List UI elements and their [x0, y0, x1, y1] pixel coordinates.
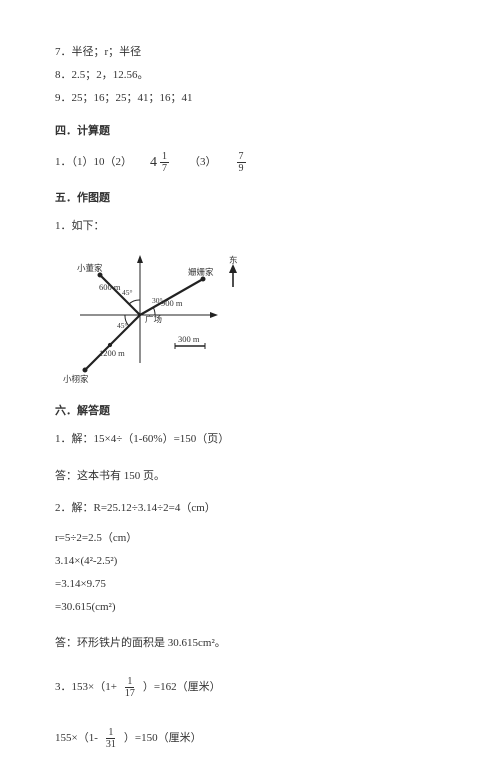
- s6-q4-frac: 1 31: [104, 727, 118, 750]
- s6-q4: 155×（1- 1 31 ）=150（厘米）: [55, 727, 445, 750]
- s6-q3-frac: 1 17: [123, 676, 137, 699]
- s6-q1-answer: 答：这本书有 150 页。: [55, 467, 445, 487]
- q1-mixed-den: 7: [160, 163, 169, 174]
- section-5-q1: 1．如下：: [55, 217, 445, 237]
- label-ne-dist: 900 m: [161, 298, 183, 308]
- s6-q4-prefix: 155×（1-: [55, 729, 98, 749]
- label-center: 广场: [145, 314, 162, 324]
- label-nw-dist: 600 m: [99, 282, 121, 292]
- s6-q2-line5: =30.615(cm²): [55, 598, 445, 618]
- north-indicator-arrow: [229, 264, 237, 273]
- arrow-north: [137, 255, 143, 263]
- s6-q3-frac-num: 1: [125, 676, 134, 688]
- tick-sw-1: [108, 343, 111, 346]
- s6-q3: 3．153×（1+ 1 17 ）=162（厘米）: [55, 676, 445, 699]
- label-angle-sw: 45°: [117, 321, 128, 330]
- label-angle-ne: 30°: [152, 296, 163, 305]
- s6-q2-line2: r=5÷2=2.5（cm）: [55, 529, 445, 549]
- point-sw: [83, 368, 87, 372]
- point-ne: [201, 277, 205, 281]
- diagram-figure: 小董家 600 m 广场 姗姗家 900 m 东 300 m 小栩家 1200 …: [55, 243, 255, 388]
- s6-q2-line1: 2．解：R=25.12÷3.14÷2=4（cm）: [55, 499, 445, 519]
- q1-mixed-fraction: 4 1 7: [150, 150, 171, 175]
- s6-q3-prefix: 3．153×（1+: [55, 678, 117, 698]
- section-4-q1: 1．（1）10（2） 4 1 7 （3） 7 9: [55, 150, 445, 175]
- label-angle-nw: 45°: [122, 288, 133, 297]
- q1-frac2-num: 7: [237, 151, 246, 163]
- q1-prefix: 1．（1）10（2）: [55, 153, 132, 173]
- section-6-title: 六．解答题: [55, 402, 445, 422]
- q1-mid: （3）: [189, 153, 217, 173]
- line-nw: [100, 275, 140, 315]
- label-ne-name: 姗姗家: [188, 267, 214, 277]
- line-ne: [140, 279, 203, 315]
- label-sw-name: 小栩家: [63, 374, 89, 384]
- label-scale: 300 m: [178, 334, 200, 344]
- arrow-east: [210, 312, 218, 318]
- label-nw-name: 小董家: [77, 263, 103, 273]
- q1-mixed-frac: 1 7: [160, 151, 169, 174]
- section-4-title: 四．计算题: [55, 122, 445, 142]
- top-line-7: 7．半径；r；半径: [55, 43, 445, 63]
- section-5-title: 五．作图题: [55, 189, 445, 209]
- s6-q3-frac-den: 17: [123, 688, 137, 699]
- label-sw-dist: 1200 m: [99, 348, 125, 358]
- s6-q2-line4: =3.14×9.75: [55, 575, 445, 595]
- label-east: 东: [229, 255, 238, 265]
- q1-mixed-whole: 4: [150, 150, 157, 175]
- q1-frac2: 7 9: [237, 151, 246, 174]
- s6-q2-line3: 3.14×(4²-2.5²): [55, 552, 445, 572]
- s6-q2-answer: 答：环形铁片的面积是 30.615cm²。: [55, 634, 445, 654]
- top-line-8: 8．2.5；2，12.56。: [55, 66, 445, 86]
- point-nw: [98, 273, 102, 277]
- s6-q1-line1: 1．解：15×4÷（1-60%）=150（页）: [55, 430, 445, 450]
- s6-q4-suffix: ）=150（厘米）: [124, 729, 202, 749]
- top-line-9: 9．25；16；25；41；16；41: [55, 89, 445, 109]
- arc-nw-angle: [129, 300, 140, 304]
- page-content: 7．半径；r；半径 8．2.5；2，12.56。 9．25；16；25；41；1…: [0, 0, 500, 784]
- s6-q4-frac-den: 31: [104, 739, 118, 750]
- direction-diagram-svg: 小董家 600 m 广场 姗姗家 900 m 东 300 m 小栩家 1200 …: [55, 243, 255, 388]
- q1-mixed-num: 1: [160, 151, 169, 163]
- q1-frac2-den: 9: [237, 163, 246, 174]
- line-sw: [85, 315, 140, 370]
- s6-q3-suffix: ）=162（厘米）: [143, 678, 221, 698]
- s6-q4-frac-num: 1: [106, 727, 115, 739]
